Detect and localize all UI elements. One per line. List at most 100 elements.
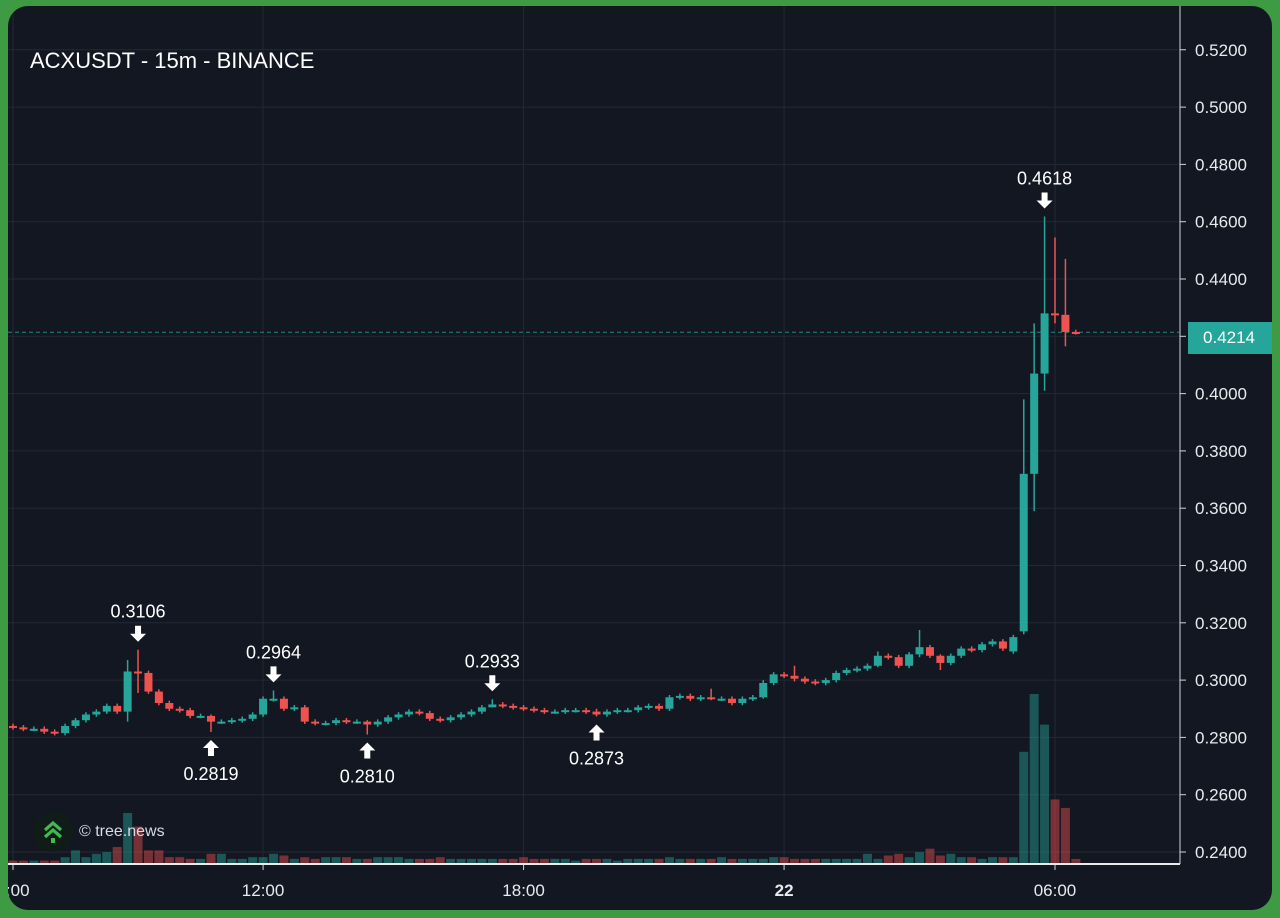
volume-bar [258,857,268,864]
candle [279,696,288,712]
candle [655,703,664,712]
y-tick-label: 0.3000 [1195,671,1247,690]
volume-bar [810,858,820,864]
candle [457,712,466,720]
candle-body [71,720,80,726]
volume-bar [1029,694,1039,864]
volume-bar [477,858,487,864]
volume-bar [91,853,101,864]
candle [259,696,268,717]
volume-bar [341,857,351,864]
candle [790,665,799,682]
candle [9,723,17,730]
candle [644,703,653,710]
candle [92,709,101,717]
volume-bar [737,858,747,864]
candle [154,689,163,706]
volume-bar [915,852,925,864]
candle-body [967,648,976,651]
candle-body [1071,332,1080,335]
volume-bar [248,857,258,864]
candle-body [873,655,882,666]
candle-body [488,704,497,708]
candle [467,709,476,717]
volume-bar [362,858,372,864]
candle [436,716,445,723]
candle [727,696,736,706]
volume-bar [644,858,654,864]
last-price-label: 0.4214 [1188,322,1272,354]
candle [925,644,934,659]
candle-body [863,665,872,669]
arrow-down-icon [130,625,147,642]
candle [946,653,955,666]
volume-bar [435,857,445,864]
candle [686,693,695,702]
candlestick-chart[interactable]: 0.2400 0.2600 0.2800 0.3000 0.3200 0.3400 0.36… [8,6,1272,910]
candle-body [363,721,372,725]
candle [675,693,684,700]
candle [384,715,393,724]
candle [19,725,28,732]
volume-bar [592,858,602,864]
candle [842,667,851,676]
candle-body [81,714,90,721]
candle [1009,634,1018,654]
candle [165,700,174,712]
price-annotation: 0.2873 [569,724,624,768]
arrow-down-icon [484,675,501,692]
candle-body [707,697,716,700]
volume-bar [727,858,737,864]
volume-bar [956,857,966,864]
price-annotation: 0.2810 [340,742,395,787]
volume-bar [39,860,49,864]
volume-bar [321,857,331,864]
candle [957,646,966,659]
volume-bar [331,857,341,864]
annotation-label: 0.3106 [111,602,166,622]
volume-bar [1019,751,1029,864]
candle [113,703,122,714]
x-tick-label: 06:00 [1034,881,1077,900]
candle [832,670,841,683]
candle-body [623,710,632,713]
candle [404,709,413,717]
candle [905,652,914,669]
candle [592,708,601,717]
candle-body [113,705,122,712]
candle [1051,237,1059,324]
candle-body [50,731,59,734]
candle [571,707,580,713]
candle-body [1040,313,1049,374]
volume-bar [102,852,112,864]
candle-body [780,674,789,677]
candle-body [519,707,528,710]
candle-body [92,711,101,715]
candle [1019,399,1028,635]
candle [40,726,49,734]
volume-bar [748,858,758,864]
candle [363,720,372,735]
volume-bar [539,858,549,864]
candle-body [457,714,466,718]
annotation-label: 0.2819 [183,764,238,784]
candle [175,706,184,713]
candle-body [425,713,434,719]
candle-body [154,691,163,704]
volume-bar [550,858,560,864]
candle [248,712,257,722]
candle-body [415,711,424,714]
candle-body [915,647,924,655]
volume-bar [654,858,664,864]
candle-body [988,641,997,645]
candle-body [842,670,851,673]
candle-body [936,655,945,663]
volume-bar [456,858,466,864]
candle [540,707,549,714]
candle-body [727,698,736,704]
volume-bar [862,853,872,864]
candle [134,649,143,693]
volume-bar [237,858,247,864]
candle-body [509,705,518,708]
volume-bar [529,858,539,864]
